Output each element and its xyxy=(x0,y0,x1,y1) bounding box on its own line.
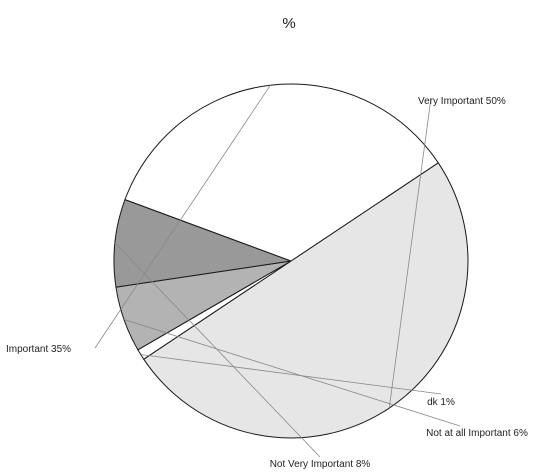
slice-label-not-at-all-important: Not at all Important 6% xyxy=(426,428,528,439)
leader-line-0 xyxy=(388,97,432,409)
pie-slice-important xyxy=(124,83,439,262)
label-leader-lines xyxy=(94,84,461,458)
chart-title: % xyxy=(282,15,295,32)
slice-label-dk: dk 1% xyxy=(427,397,455,408)
slice-label-very-important: Very Important 50% xyxy=(418,96,506,107)
leader-line-4 xyxy=(94,84,271,349)
slice-label-important: Important 35% xyxy=(6,344,71,355)
slice-label-not-very-important: Not Very Important 8% xyxy=(270,459,371,470)
slice-labels: Very Important 50% dk 1% Not at all Import… xyxy=(6,96,528,470)
leader-line-2 xyxy=(123,319,461,427)
pie-slices xyxy=(113,83,469,439)
leader-line-3 xyxy=(114,242,321,458)
leader-line-1 xyxy=(140,354,442,395)
